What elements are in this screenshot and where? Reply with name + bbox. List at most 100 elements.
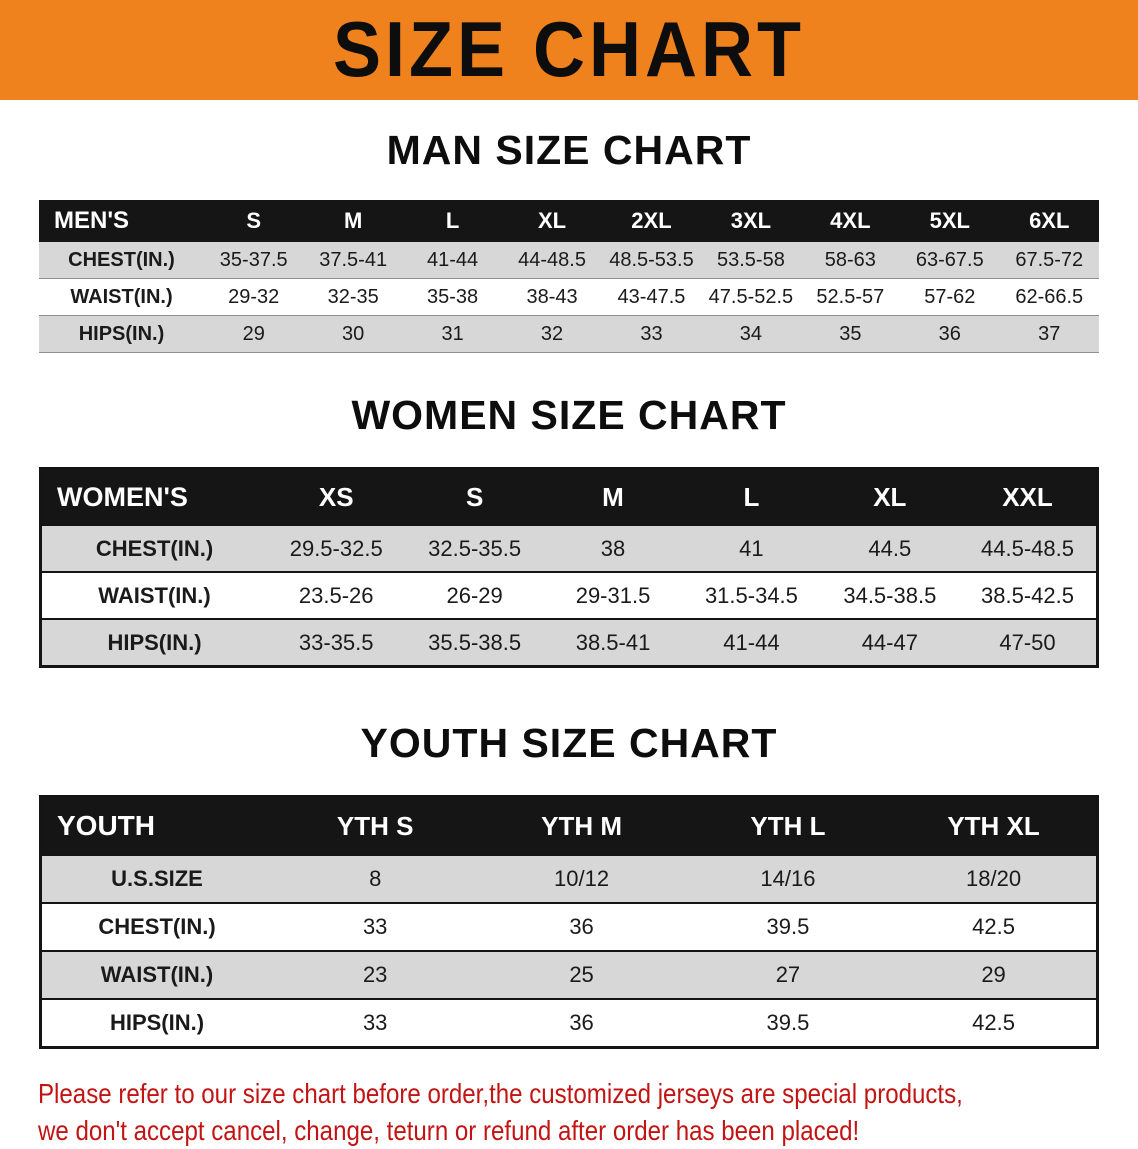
- table-row: WAIST(IN.) 23.5-26 26-29 29-31.5 31.5-34.5 34…: [40, 572, 1098, 619]
- table-row: WAIST(IN.) 29-32 32-35 35-38 38-43 43-47.5 47.…: [39, 278, 1099, 316]
- size-cell: 41-44: [723, 629, 780, 655]
- size-cell: 31.5-34.5: [704, 582, 798, 608]
- page-title: SIZE CHART: [333, 6, 805, 94]
- table-row: HIPS(IN.) 29 30 31 32 33 34 35 36 37: [39, 315, 1099, 353]
- size-cell: 35-38: [427, 285, 479, 308]
- table-head: MEN'S S M L XL 2XL 3XL 4XL 5XL 6XL: [39, 200, 1099, 242]
- size-cell: 33: [640, 322, 663, 345]
- men-section-heading: MAN SIZE CHART: [386, 127, 752, 173]
- row-label: CHEST(IN.): [68, 248, 175, 271]
- women-section-heading: WOMEN SIZE CHART: [351, 392, 787, 438]
- column-header: 5XL: [900, 200, 1000, 242]
- size-cell: 53.5-58: [716, 248, 785, 271]
- header-row: WOMEN'S XS S M L XL XXL: [40, 468, 1098, 525]
- size-cell: 44.5: [868, 535, 912, 561]
- size-cell: 32: [540, 322, 564, 345]
- size-cell: 35: [839, 322, 862, 345]
- row-label: HIPS(IN.): [107, 629, 202, 655]
- row-label: U.S.SIZE: [111, 866, 203, 891]
- table-row: CHEST(IN.) 29.5-32.5 32.5-35.5 38 41 44.5 44.5…: [40, 525, 1098, 572]
- header-row: YOUTH YTH S YTH M YTH L YTH XL: [40, 796, 1098, 855]
- column-header: XS: [267, 468, 406, 525]
- men-section: MAN SIZE CHART MEN'S S M L XL 2XL 3XL 4XL 5XL 6XL…: [0, 127, 1138, 353]
- column-header: 2XL: [601, 200, 702, 242]
- youth-size-table: YOUTH YTH S YTH M YTH L YTH XL U.S.SIZE 8 10/12…: [39, 795, 1099, 1049]
- size-cell: 42.5: [972, 914, 1015, 939]
- size-cell: 47-50: [999, 629, 1056, 655]
- disclaimer-line-1: Please refer to our size chart before or…: [38, 1078, 963, 1109]
- table-body: U.S.SIZE 8 10/12 14/16 18/20 CHEST(IN.) 33 36 39…: [40, 855, 1098, 1048]
- size-cell: 38.5-42.5: [981, 582, 1074, 608]
- women-size-table: WOMEN'S XS S M L XL XXL CHEST(IN.) 29.5-32.5 32.5…: [39, 467, 1099, 668]
- row-label: CHEST(IN.): [95, 535, 214, 561]
- table-row: CHEST(IN.) 33 36 39.5 42.5: [40, 903, 1098, 951]
- size-cell: 44-47: [861, 629, 918, 655]
- row-label: CHEST(IN.): [98, 914, 216, 939]
- size-cell: 44-48.5: [518, 248, 586, 271]
- size-cell: 33: [362, 914, 388, 939]
- women-section: WOMEN SIZE CHART WOMEN'S XS S M L XL XXL CHEST(…: [0, 392, 1138, 668]
- size-cell: 37.5-41: [319, 248, 388, 271]
- size-cell: 32.5-35.5: [428, 535, 522, 561]
- size-cell: 39.5: [766, 1010, 810, 1035]
- header-row: MEN'S S M L XL 2XL 3XL 4XL 5XL 6XL: [39, 200, 1099, 242]
- size-cell: 57-62: [924, 285, 976, 308]
- size-cell: 38.5-41: [575, 629, 651, 655]
- size-cell: 62-66.5: [1015, 285, 1084, 308]
- size-cell: 29-31.5: [575, 582, 651, 608]
- table-title: MEN'S: [39, 200, 204, 242]
- size-cell: 34.5-38.5: [843, 582, 937, 608]
- size-cell: 14/16: [760, 866, 816, 891]
- size-cell: 37: [1038, 322, 1061, 345]
- size-cell: 31: [441, 322, 464, 345]
- banner: SIZE CHART: [0, 0, 1138, 100]
- size-cell: 23.5-26: [298, 582, 374, 608]
- table-title: WOMEN'S: [40, 468, 267, 525]
- size-cell: 36: [938, 322, 961, 345]
- row-label: WAIST(IN.): [70, 285, 173, 308]
- row-label: HIPS(IN.): [78, 322, 165, 345]
- size-cell: 27: [775, 962, 801, 987]
- size-cell: 41-44: [427, 248, 479, 271]
- size-cell: 23: [362, 962, 388, 987]
- size-cell: 29: [242, 322, 265, 345]
- size-cell: 18/20: [966, 866, 1022, 891]
- size-cell: 67.5-72: [1015, 248, 1084, 271]
- table-body: CHEST(IN.) 29.5-32.5 32.5-35.5 38 41 44.5 44.5…: [40, 525, 1098, 667]
- column-header: 4XL: [800, 200, 901, 242]
- column-header: L: [402, 200, 503, 242]
- table-row: HIPS(IN.) 33-35.5 35.5-38.5 38.5-41 41-44 44-…: [40, 619, 1098, 667]
- column-header: YTH XL: [891, 796, 1098, 855]
- size-cell: 52.5-57: [816, 285, 885, 308]
- size-cell: 29: [981, 962, 1006, 987]
- row-label: HIPS(IN.): [109, 1010, 205, 1035]
- size-cell: 47.5-52.5: [708, 285, 794, 308]
- size-cell: 10/12: [554, 866, 610, 891]
- size-cell: 58-63: [824, 248, 876, 271]
- youth-section: YOUTH SIZE CHART YOUTH YTH S YTH M YTH L YTH…: [0, 720, 1138, 1049]
- column-header: XL: [502, 200, 602, 242]
- row-label: WAIST(IN.): [100, 962, 214, 987]
- youth-section-heading: YOUTH SIZE CHART: [360, 720, 778, 766]
- size-cell: 34: [739, 322, 763, 345]
- size-cell: 30: [342, 322, 365, 345]
- size-cell: 8: [369, 866, 382, 891]
- table-head: WOMEN'S XS S M L XL XXL: [40, 468, 1098, 525]
- size-cell: 63-67.5: [915, 248, 984, 271]
- column-header: M: [543, 468, 683, 525]
- disclaimer-line-2: we don't accept cancel, change, teturn o…: [38, 1115, 860, 1146]
- size-cell: 35-37.5: [219, 248, 288, 271]
- table-row: WAIST(IN.) 23 25 27 29: [40, 951, 1098, 999]
- size-cell: 29.5-32.5: [289, 535, 383, 561]
- table-title: YOUTH: [40, 796, 272, 855]
- table-body: CHEST(IN.) 35-37.5 37.5-41 41-44 44-48.5 48.5…: [39, 242, 1099, 353]
- size-cell: 38: [600, 535, 626, 561]
- column-header: XL: [820, 468, 960, 525]
- size-cell: 29-32: [228, 285, 280, 308]
- size-cell: 36: [569, 914, 594, 939]
- size-cell: 26-29: [446, 582, 503, 608]
- column-header: M: [303, 200, 403, 242]
- size-cell: 35.5-38.5: [428, 629, 522, 655]
- disclaimer: Please refer to our size chart before or…: [38, 1075, 984, 1149]
